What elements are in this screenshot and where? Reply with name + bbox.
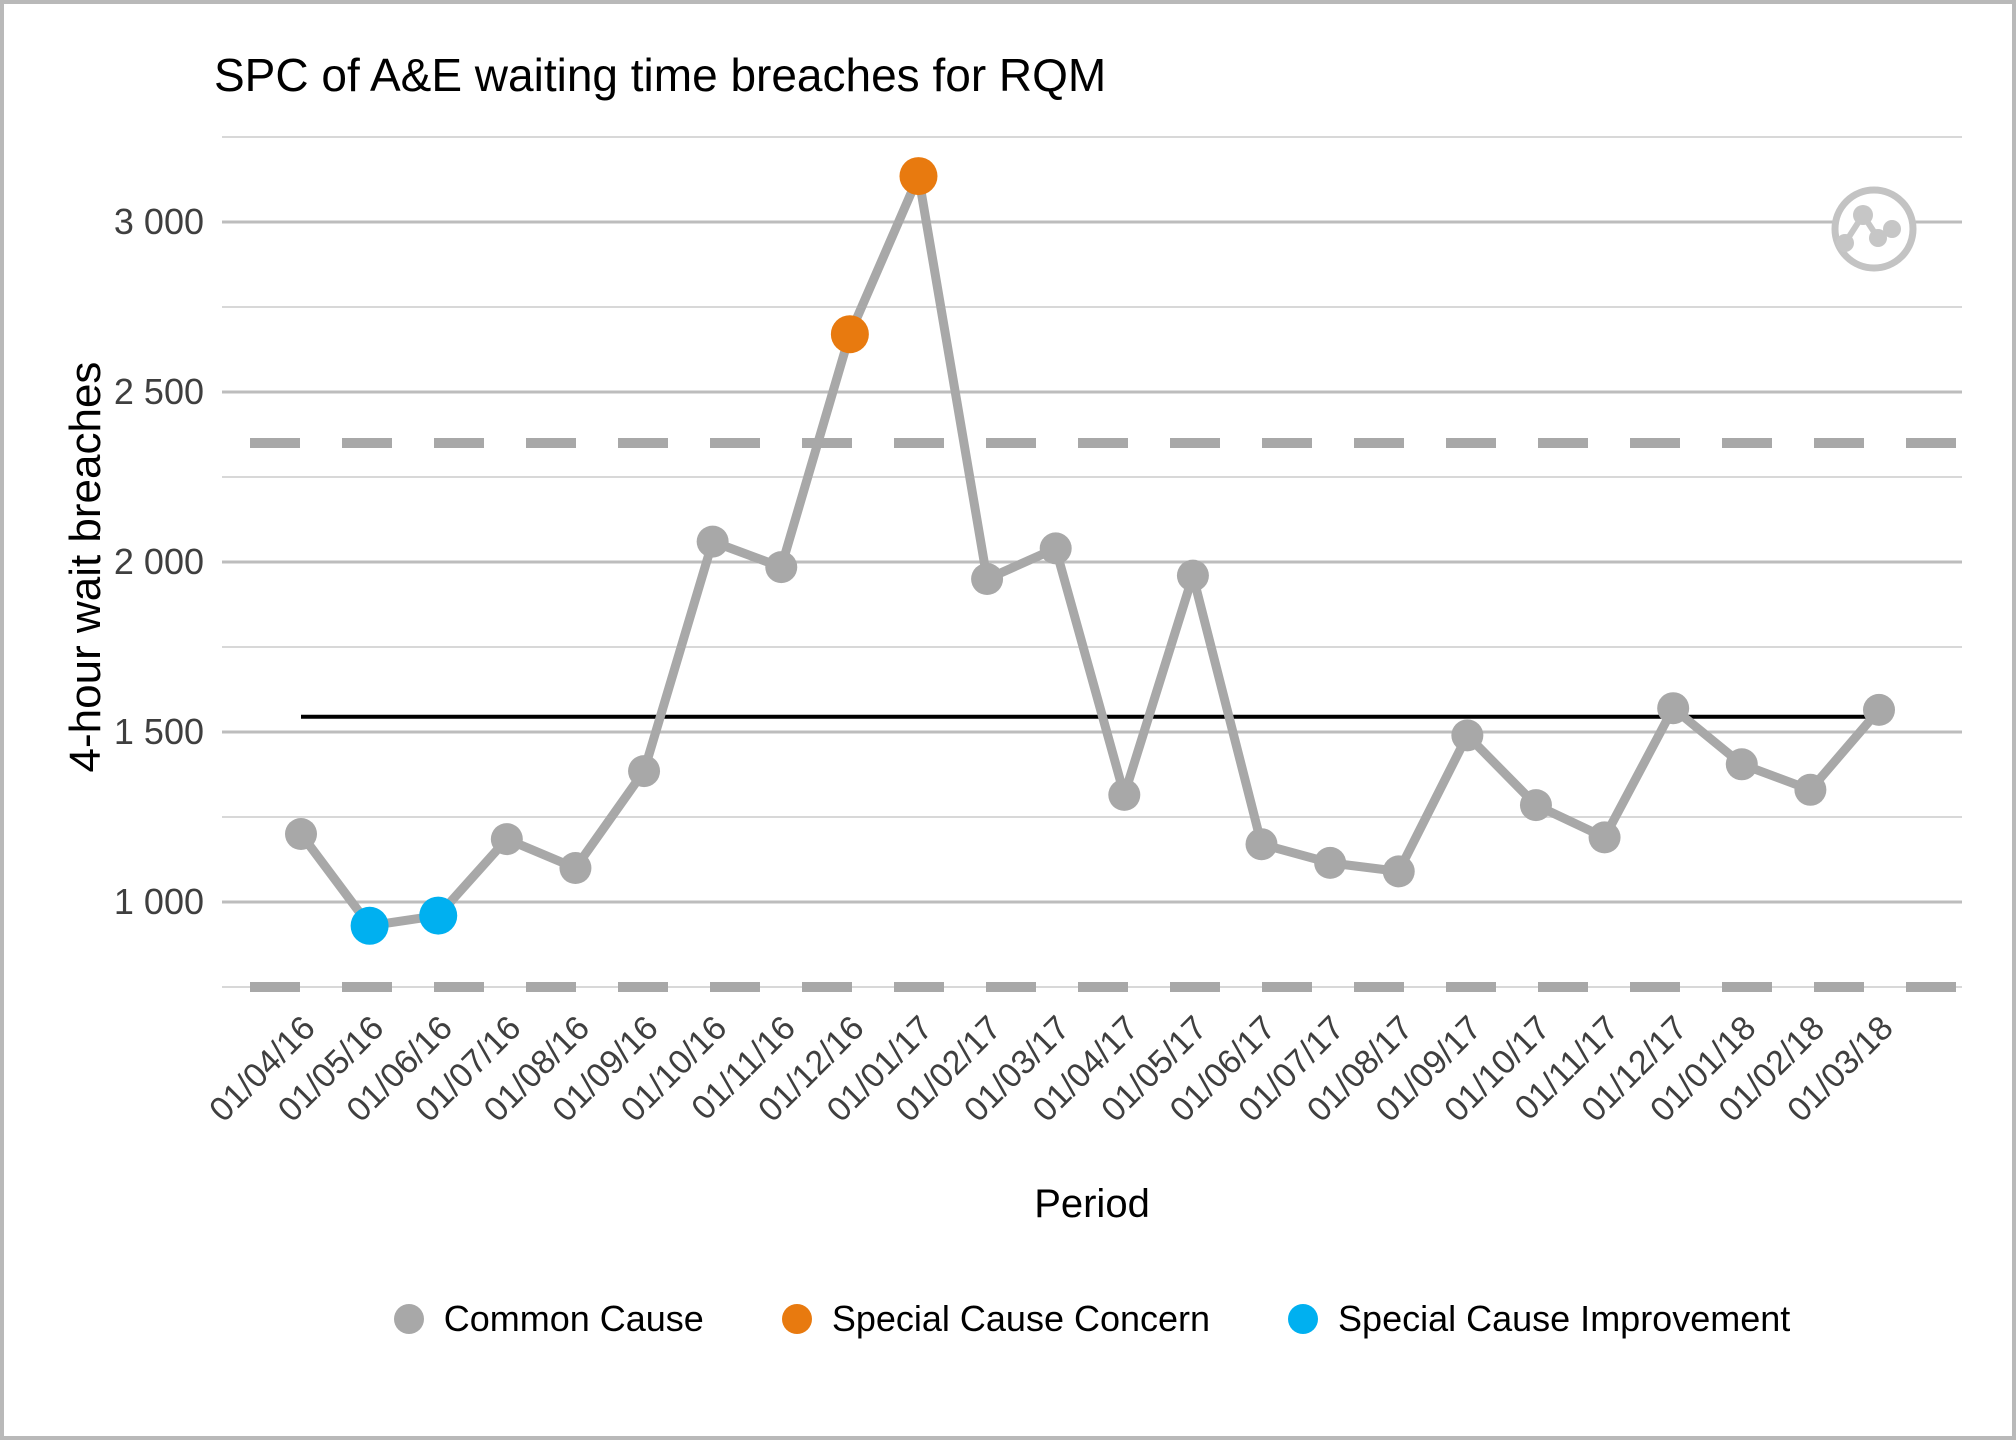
data-point-01-01-18-common bbox=[1725, 748, 1758, 781]
legend-item-improvement: Special Cause Improvement bbox=[1288, 1298, 1790, 1340]
data-point-01-03-17-common bbox=[1039, 532, 1072, 565]
data-point-01-09-16-common bbox=[628, 755, 661, 788]
data-point-01-12-17-common bbox=[1657, 692, 1690, 725]
data-point-01-06-17-common bbox=[1245, 828, 1278, 861]
data-point-01-01-17-concern bbox=[899, 157, 938, 196]
y-tick-label: 3 000 bbox=[114, 201, 204, 242]
data-point-01-12-16-concern bbox=[830, 315, 869, 354]
data-point-01-07-16-common bbox=[490, 823, 523, 856]
data-point-01-02-17-common bbox=[971, 563, 1004, 595]
y-tick-label: 1 000 bbox=[114, 881, 204, 922]
y-tick-label: 1 500 bbox=[114, 711, 204, 752]
y-tick-label: 2 500 bbox=[114, 371, 204, 412]
legend-label-improvement: Special Cause Improvement bbox=[1338, 1298, 1791, 1339]
line-chart-logo-icon bbox=[1831, 186, 1917, 272]
data-point-01-08-17-common bbox=[1382, 855, 1415, 888]
data-point-01-07-17-common bbox=[1314, 846, 1347, 879]
data-point-01-05-16-improvement bbox=[350, 906, 389, 945]
data-point-01-03-18-common bbox=[1863, 693, 1895, 726]
data-point-01-10-16-common bbox=[696, 525, 729, 558]
chart-title: SPC of A&E waiting time breaches for RQM bbox=[214, 49, 1107, 101]
x-axis-title: Period bbox=[1034, 1182, 1150, 1226]
data-line bbox=[297, 171, 1883, 931]
chart-legend: Common Cause Special Cause Concern Special… bbox=[222, 1298, 1962, 1340]
data-point-01-11-17-common bbox=[1588, 821, 1621, 854]
data-point-01-11-16-common bbox=[765, 551, 798, 584]
legend-dot-improvement bbox=[1288, 1304, 1319, 1334]
data-point-01-08-16-common bbox=[559, 852, 592, 884]
data-point-01-09-17-common bbox=[1451, 719, 1484, 752]
data-point-01-04-17-common bbox=[1108, 778, 1141, 811]
legend-item-common: Common Cause bbox=[393, 1298, 704, 1340]
legend-dot-concern bbox=[781, 1304, 812, 1334]
data-point-01-06-16-improvement bbox=[419, 896, 458, 935]
data-point-01-02-18-common bbox=[1794, 773, 1827, 806]
data-point-01-10-17-common bbox=[1519, 789, 1552, 822]
data-point-01-05-17-common bbox=[1176, 559, 1209, 592]
legend-label-common: Common Cause bbox=[443, 1298, 704, 1339]
legend-dot-common bbox=[393, 1304, 424, 1334]
legend-label-concern: Special Cause Concern bbox=[831, 1298, 1211, 1339]
legend-item-concern: Special Cause Concern bbox=[781, 1298, 1211, 1340]
y-tick-label: 2 000 bbox=[114, 541, 204, 582]
data-point-01-04-16-common bbox=[285, 818, 317, 850]
